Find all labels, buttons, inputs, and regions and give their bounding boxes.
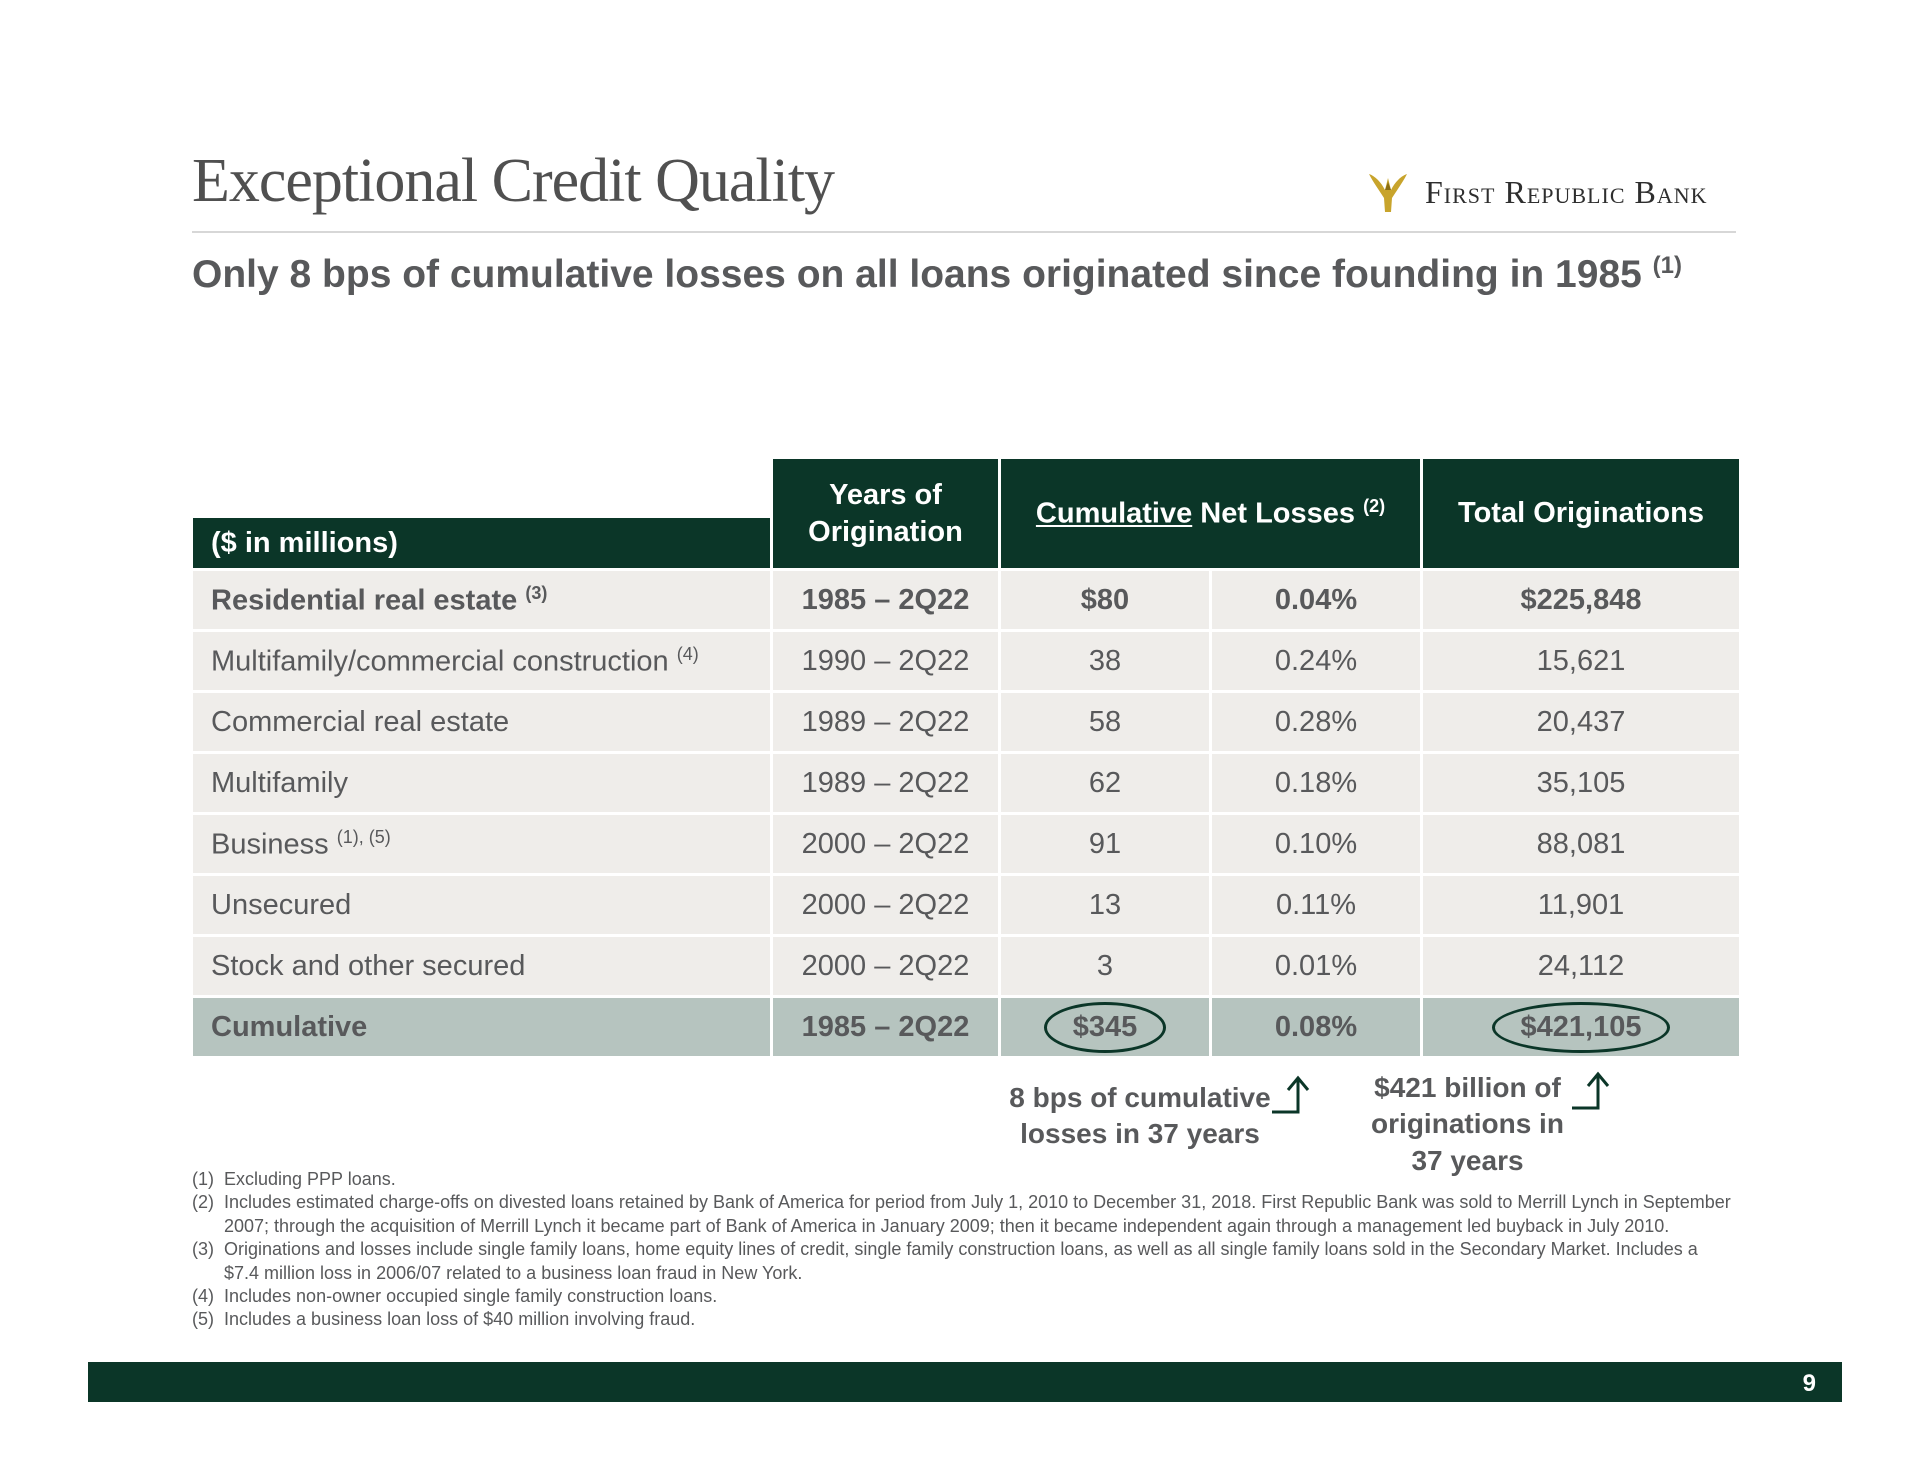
row-losses: 58 [1001,693,1209,751]
table-row: Unsecured 2000 – 2Q22 13 0.11% 11,901 [193,876,1739,934]
total-losses: $345 [1001,998,1209,1056]
originations-callout: $421 billion of originations in 37 years [1371,1072,1564,1176]
total-pct: 0.08% [1212,998,1420,1056]
page-number: 9 [1802,1370,1816,1397]
total-originations: $421,105 [1423,998,1739,1056]
row-losses: $80 [1001,571,1209,629]
row-label: Commercial real estate [193,693,770,751]
row-originations: 15,621 [1423,632,1739,690]
footnote: (1) Excluding PPP loans. [192,1169,396,1189]
table-row: Stock and other secured 2000 – 2Q22 3 0.01%… [193,937,1739,995]
row-originations: $225,848 [1423,571,1739,629]
row-years: 2000 – 2Q22 [773,815,998,873]
footnote: (5) Includes a business loan loss of $40 … [192,1309,696,1330]
row-years: 2000 – 2Q22 [773,937,998,995]
footnotes: (1) Excluding PPP loans. (2) Includes estim… [192,1168,1732,1332]
row-originations: 24,112 [1423,937,1739,995]
losses-callout: 8 bps of cumulative losses in 37 years [1009,1082,1271,1150]
table-row: Commercial real estate 1989 – 2Q22 58 0.28%… [193,693,1739,751]
row-pct: 0.24% [1212,632,1420,690]
row-losses: 13 [1001,876,1209,934]
page-title: Exceptional Credit Quality [192,147,835,215]
row-pct: 0.10% [1212,815,1420,873]
bank-logo: First Republic Bank [1365,168,1708,216]
row-label: Business (1), (5) [193,815,770,873]
units-header: ($ in millions) [193,518,770,568]
row-label: Residential real estate (3) [193,571,770,629]
total-years: 1985 – 2Q22 [773,998,998,1056]
row-years: 1985 – 2Q22 [773,571,998,629]
arrow-up-icon [1572,1071,1610,1110]
row-losses: 62 [1001,754,1209,812]
row-originations: 11,901 [1423,876,1739,934]
table-row: Business (1), (5) 2000 – 2Q22 91 0.10% 88,08… [193,815,1739,873]
page-subtitle: Only 8 bps of cumulative losses on all l… [192,252,1683,296]
row-pct: 0.11% [1212,876,1420,934]
footer-bar [88,1362,1842,1402]
row-losses: 91 [1001,815,1209,873]
footnote: (4) Includes non-owner occupied single fa… [192,1285,718,1306]
row-pct: 0.01% [1212,937,1420,995]
row-originations: 20,437 [1423,693,1739,751]
row-years: 1989 – 2Q22 [773,754,998,812]
table-row: Multifamily 1989 – 2Q22 62 0.18% 35,105 [193,754,1739,812]
footnote: (2) Includes estimated charge-offs on div… [192,1192,1731,1236]
years-header: Years of Origination [773,459,998,568]
row-label: Stock and other secured [193,937,770,995]
footnote: (3) Originations and losses include singl… [192,1239,1698,1283]
row-years: 1990 – 2Q22 [773,632,998,690]
row-pct: 0.04% [1212,571,1420,629]
row-pct: 0.18% [1212,754,1420,812]
row-originations: 35,105 [1423,754,1739,812]
row-losses: 38 [1001,632,1209,690]
originations-header: Total Originations [1423,459,1739,568]
losses-header: Cumulative Net Losses (2) [1001,459,1420,568]
arrow-up-icon [1272,1075,1310,1114]
row-years: 2000 – 2Q22 [773,876,998,934]
row-years: 1989 – 2Q22 [773,693,998,751]
total-label: Cumulative [193,998,770,1056]
table-row: Multifamily/commercial construction (4) 1… [193,632,1739,690]
row-label: Multifamily/commercial construction (4) [193,632,770,690]
row-label: Multifamily [193,754,770,812]
credit-quality-table: Years of Origination Cumulative Net Loss… [190,456,1742,1059]
row-label: Unsecured [193,876,770,934]
eagle-icon [1369,174,1407,212]
table-row-total: Cumulative 1985 – 2Q22 $345 0.08% $421,1… [193,998,1739,1056]
row-originations: 88,081 [1423,815,1739,873]
row-losses: 3 [1001,937,1209,995]
row-pct: 0.28% [1212,693,1420,751]
title-divider [192,231,1736,233]
table-row: Residential real estate (3) 1985 – 2Q22 $8… [193,571,1739,629]
logo-text: First Republic Bank [1425,173,1708,210]
